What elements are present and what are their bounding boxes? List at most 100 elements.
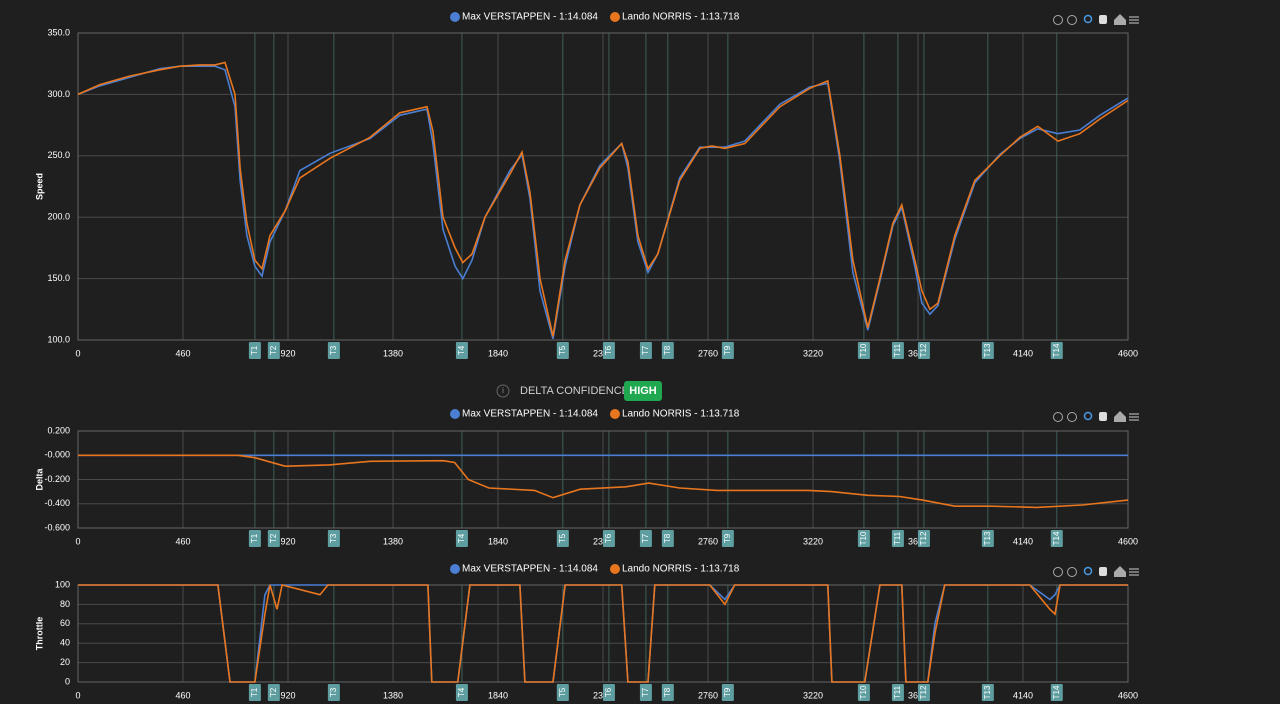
turn-marker: T3: [327, 684, 340, 701]
turn-marker: T6: [602, 342, 615, 359]
zoom-button[interactable]: [1067, 567, 1077, 577]
menu-button[interactable]: [1129, 413, 1139, 421]
turn-badge: [639, 342, 652, 359]
y-tick-label: -0.000: [44, 450, 70, 460]
x-tick-label: 1380: [383, 348, 403, 358]
turn-marker: T10: [857, 530, 870, 547]
x-tick-label: 1840: [488, 348, 508, 358]
x-tick-label: 4600: [1118, 536, 1138, 546]
turn-marker: T1: [248, 530, 261, 547]
turn-badge: [267, 342, 280, 359]
legend-label[interactable]: Max VERSTAPPEN - 1:14.084: [462, 12, 598, 23]
legend-swatch[interactable]: [609, 564, 620, 574]
turn-badge: [267, 684, 280, 701]
pan-button[interactable]: [1099, 567, 1107, 576]
home-button[interactable]: [1114, 411, 1126, 422]
turn-label: T12: [919, 531, 928, 545]
y-axis-label: Throttle: [34, 617, 44, 651]
zoom-button[interactable]: [1067, 412, 1077, 422]
y-tick-label: 200.0: [47, 212, 70, 222]
zoom-button[interactable]: [1067, 15, 1077, 25]
turn-badge: [721, 342, 734, 359]
zoom-select[interactable]: [1083, 14, 1093, 24]
turn-badge: [455, 342, 468, 359]
legend-swatch[interactable]: [609, 12, 620, 22]
turn-badge: [1050, 530, 1063, 547]
pan-button[interactable]: [1099, 15, 1107, 24]
legend-label[interactable]: Max VERSTAPPEN - 1:14.084: [462, 409, 598, 420]
x-tick-label: 3220: [803, 690, 823, 700]
turn-marker: T7: [639, 684, 652, 701]
turn-marker: T13: [981, 684, 994, 701]
turn-label: T10: [859, 531, 868, 545]
legend-label[interactable]: Lando NORRIS - 1:13.718: [622, 564, 740, 575]
plot-frame: [77, 430, 1129, 529]
legend-swatch[interactable]: [450, 564, 460, 574]
y-tick-label: -0.600: [44, 522, 70, 532]
turn-badge: [857, 684, 870, 701]
menu-button[interactable]: [1129, 16, 1139, 24]
turn-marker: T5: [556, 342, 569, 359]
turn-label: T10: [859, 343, 868, 357]
turn-marker: T11: [891, 342, 904, 359]
turn-label: T1: [250, 533, 259, 543]
pan-button[interactable]: [1099, 412, 1107, 421]
y-tick-label: 60: [60, 618, 70, 628]
zoom-button[interactable]: [1053, 15, 1063, 25]
legend-label[interactable]: Lando NORRIS - 1:13.718: [622, 409, 740, 420]
x-tick-label: 1380: [383, 690, 403, 700]
turn-badge: [327, 530, 340, 547]
turn-badge: [891, 684, 904, 701]
turn-marker: T10: [857, 684, 870, 701]
turn-badge: [556, 530, 569, 547]
turn-badge: [639, 530, 652, 547]
home-button[interactable]: [1114, 14, 1126, 25]
turn-badge: [661, 342, 674, 359]
menu-button[interactable]: [1129, 568, 1139, 576]
x-tick-label: 0: [75, 348, 80, 358]
chart: 100.0 150.0 200.0 250.0 300.0 350.0 0 460 920 138…: [34, 12, 1139, 359]
series-line: [78, 584, 1128, 683]
turn-marker: T14: [1050, 530, 1063, 547]
turn-marker: T7: [639, 342, 652, 359]
x-tick-label: 460: [175, 690, 190, 700]
y-tick-label: 250.0: [47, 150, 70, 160]
confidence-badge: [624, 381, 662, 401]
turn-badge: [248, 530, 261, 547]
turn-label: T6: [604, 533, 613, 543]
legend-swatch[interactable]: [450, 12, 460, 22]
zoom-select[interactable]: [1083, 411, 1093, 421]
turn-marker: T4: [455, 530, 468, 547]
legend-label[interactable]: Max VERSTAPPEN - 1:14.084: [462, 564, 598, 575]
zoom-button[interactable]: [1053, 412, 1063, 422]
x-tick-label: 4140: [1013, 690, 1033, 700]
legend-swatch[interactable]: [450, 409, 460, 419]
x-tick-label: 0: [75, 536, 80, 546]
zoom-button[interactable]: [1053, 567, 1063, 577]
turn-badge: [556, 342, 569, 359]
home-button[interactable]: [1114, 566, 1126, 577]
y-tick-label: 0.200: [47, 425, 70, 435]
turn-badge: [917, 342, 930, 359]
x-tick-label: 4600: [1118, 690, 1138, 700]
turn-badge: [917, 530, 930, 547]
turn-label: T14: [1052, 685, 1061, 699]
y-tick-label: 40: [60, 638, 70, 648]
series-line: [77, 61, 1129, 337]
turn-badge: [1050, 684, 1063, 701]
turn-label: T13: [983, 343, 992, 357]
turn-marker: T1: [248, 342, 261, 359]
legend: Max VERSTAPPEN - 1:14.084 Lando NORRIS - …: [450, 564, 740, 575]
legend-swatch[interactable]: [609, 409, 620, 419]
turn-marker: T2: [267, 342, 280, 359]
turn-label: T9: [723, 687, 732, 697]
zoom-select[interactable]: [1083, 566, 1093, 576]
toolbar: [1053, 411, 1139, 422]
x-tick-label: 920: [280, 690, 295, 700]
info-icon[interactable]: [496, 384, 510, 398]
turn-label: T6: [604, 345, 613, 355]
legend-label[interactable]: Lando NORRIS - 1:13.718: [622, 12, 740, 23]
turn-label: T5: [558, 687, 567, 697]
turn-label: T2: [269, 687, 278, 697]
x-tick-label: 920: [280, 536, 295, 546]
